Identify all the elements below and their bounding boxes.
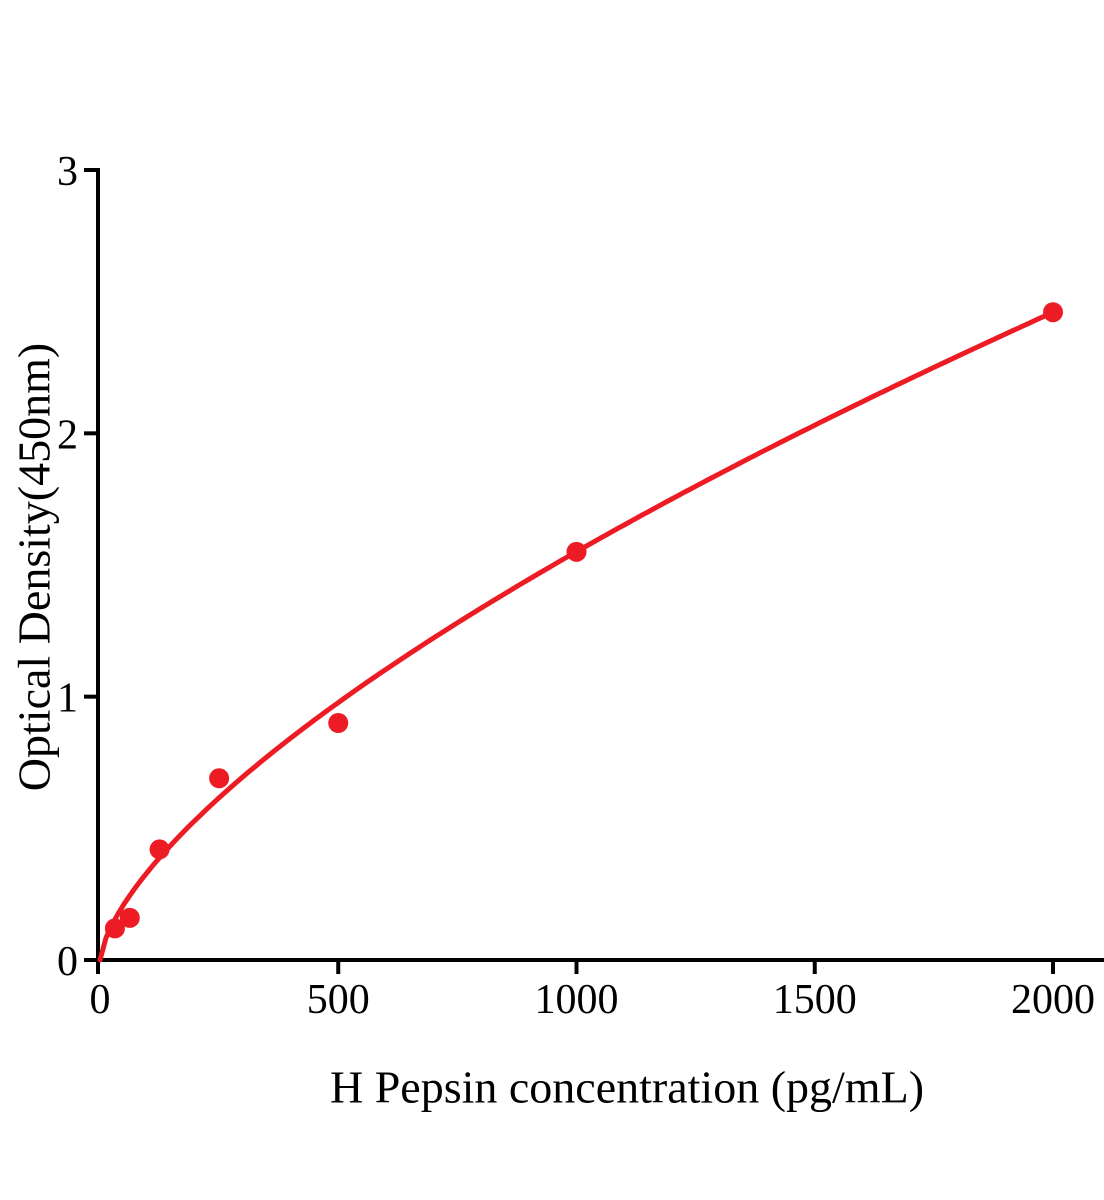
x-tick-label: 2000 xyxy=(1011,977,1095,1023)
y-tick-label: 1 xyxy=(57,676,78,722)
data-point xyxy=(209,768,230,789)
x-tick-label: 1500 xyxy=(773,977,857,1023)
y-tick-label: 2 xyxy=(57,412,78,458)
x-tick-label: 1000 xyxy=(535,977,619,1023)
y-tick-label: 3 xyxy=(57,149,78,195)
data-point xyxy=(1043,302,1063,323)
fit-curve xyxy=(97,309,1056,963)
y-axis-title: Optical Density(450nm) xyxy=(8,342,60,792)
data-point xyxy=(119,907,140,928)
x-tick-label: 500 xyxy=(307,977,370,1023)
x-axis-title: H Pepsin concentration (pg/mL) xyxy=(329,1061,925,1113)
data-point xyxy=(566,541,587,562)
x-tick-label: 0 xyxy=(90,977,111,1023)
data-point xyxy=(328,713,349,733)
data-point xyxy=(149,839,170,860)
y-tick-label: 0 xyxy=(57,939,78,985)
data-point xyxy=(104,918,125,939)
